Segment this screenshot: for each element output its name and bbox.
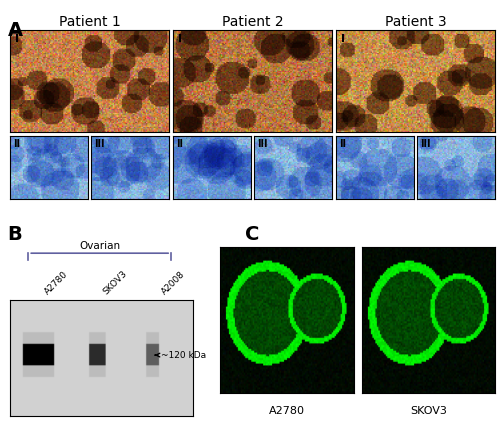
Text: I: I	[178, 34, 182, 44]
Text: B: B	[8, 225, 22, 244]
Text: II: II	[13, 139, 20, 149]
Text: A: A	[8, 21, 22, 40]
Text: III: III	[94, 139, 105, 149]
Text: ~120 kDa: ~120 kDa	[156, 351, 206, 360]
Text: III: III	[420, 139, 431, 149]
Text: A2780: A2780	[43, 270, 70, 297]
Title: Patient 3: Patient 3	[384, 14, 446, 28]
Text: A2008: A2008	[160, 270, 187, 297]
Text: SKOV3: SKOV3	[410, 405, 447, 416]
Text: III: III	[258, 139, 268, 149]
Text: Ovarian: Ovarian	[79, 241, 120, 251]
Text: SKOV3: SKOV3	[102, 269, 129, 297]
Text: II: II	[339, 139, 346, 149]
Title: Patient 1: Patient 1	[58, 14, 120, 28]
Text: I: I	[340, 34, 344, 44]
Text: II: II	[176, 139, 183, 149]
Text: A2780: A2780	[269, 405, 305, 416]
Text: I: I	[15, 34, 19, 44]
Text: C: C	[245, 225, 260, 244]
Title: Patient 2: Patient 2	[222, 14, 284, 28]
